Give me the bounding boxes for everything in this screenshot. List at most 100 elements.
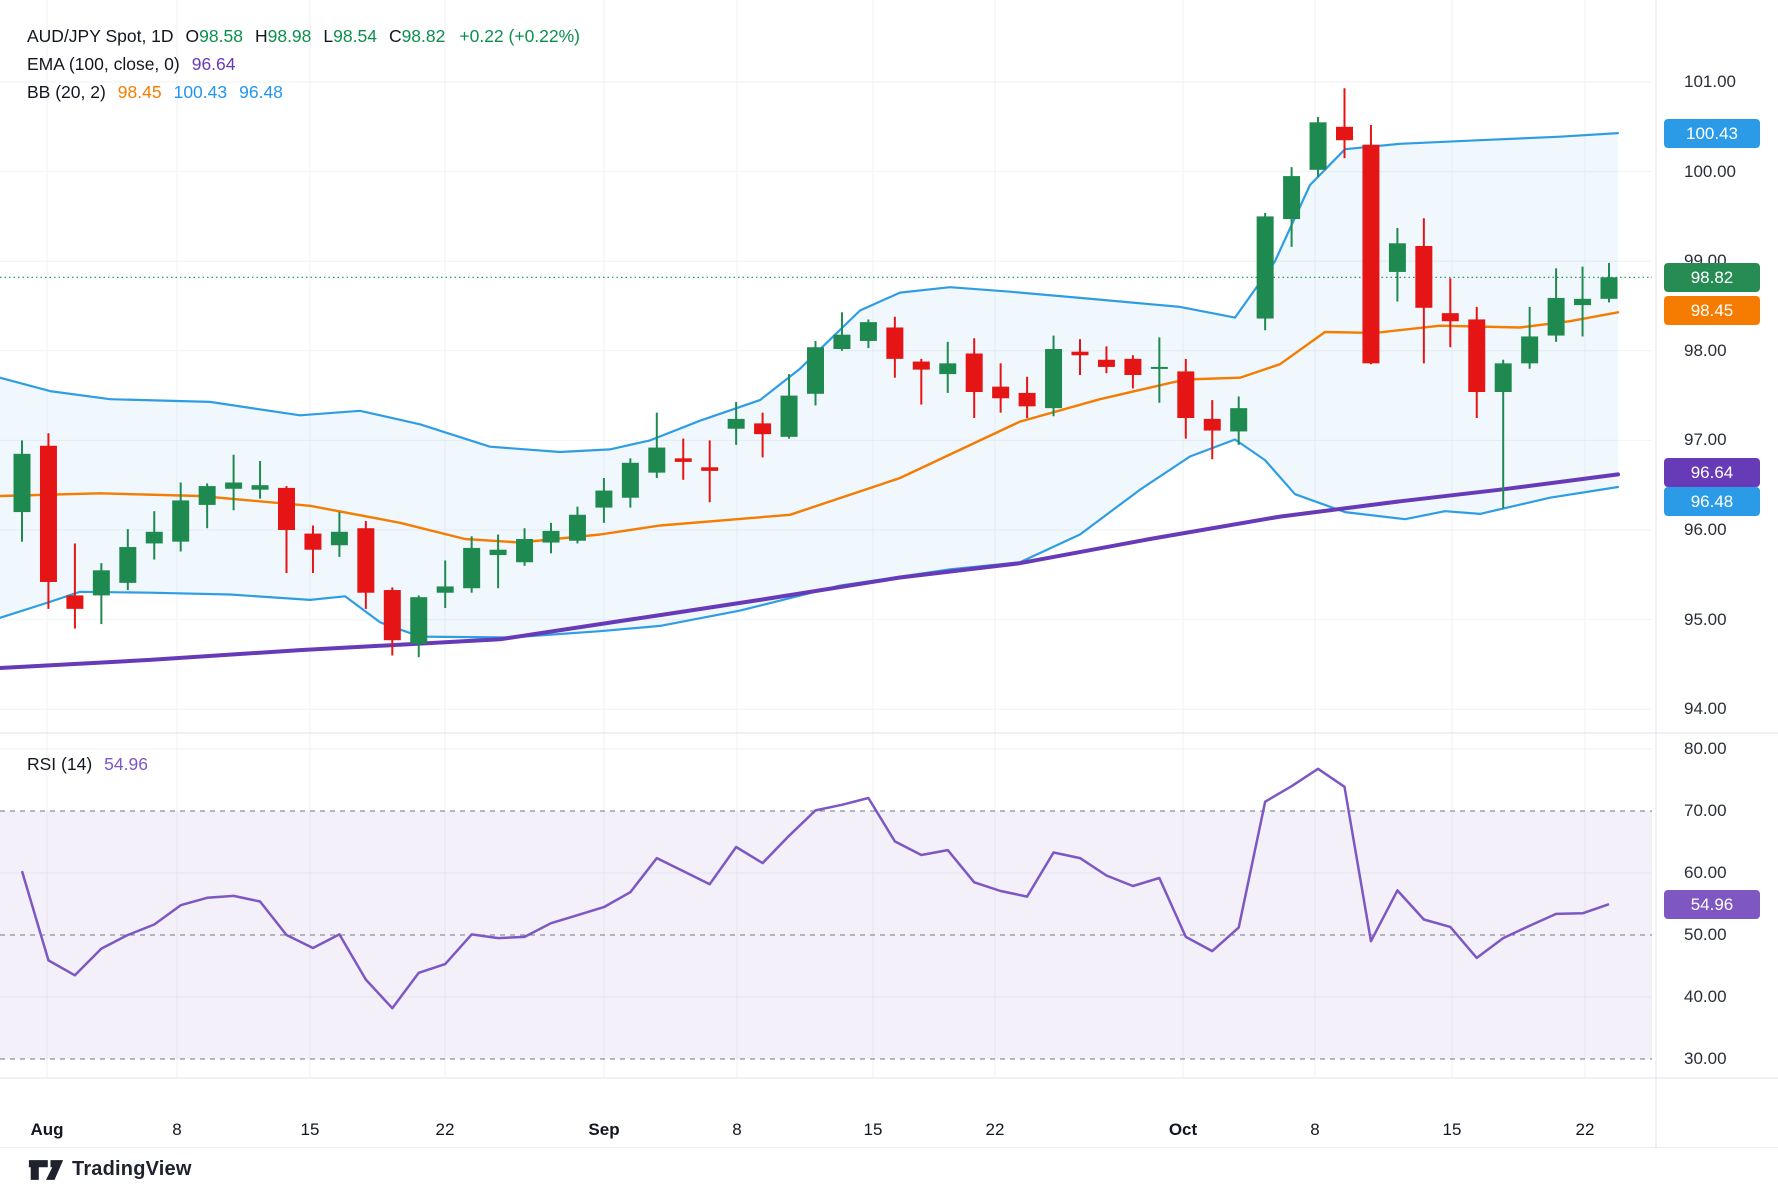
bb-value: 100.43 (173, 81, 228, 102)
ema-label: EMA (100, close, 0) (27, 53, 180, 74)
candle-up (1283, 176, 1301, 220)
candle-up (13, 453, 31, 513)
ohlc-item: C98.82 (388, 25, 446, 46)
candle-down (1468, 319, 1486, 393)
legend-symbol-row: AUD/JPY Spot, 1D O98.58 H98.98 L98.54 C98.8… (27, 22, 580, 50)
candle-down (1071, 351, 1089, 356)
time-axis-label: 22 (435, 1120, 455, 1139)
candle-up (1521, 336, 1539, 364)
candle-up (939, 363, 957, 375)
candle-down (1362, 144, 1380, 364)
candle-up (568, 514, 586, 541)
candle-up (172, 500, 190, 542)
candle-up (516, 538, 534, 563)
price-change: +0.22 (+0.22%) (459, 25, 581, 46)
candle-up (727, 418, 745, 429)
candle-down (383, 590, 401, 641)
rsi-label: RSI (14) (27, 753, 93, 774)
candle-down (886, 327, 904, 359)
legend-main: AUD/JPY Spot, 1D O98.58 H98.98 L98.54 C98.8… (27, 22, 580, 106)
ohlc-item: L98.54 (323, 25, 377, 46)
candle-down (39, 445, 57, 582)
candle-up (489, 549, 507, 556)
time-axis-label: Aug (30, 1120, 64, 1139)
candle-down (1203, 418, 1221, 431)
candle-down (278, 487, 295, 530)
price-axis-badge: 96.48 (1664, 487, 1760, 517)
rsi-value: 54.96 (104, 753, 148, 774)
time-axis[interactable] (0, 1078, 1656, 1148)
candle-up (145, 531, 163, 544)
rsi-axis-label: 30.00 (1684, 1049, 1727, 1068)
bb-value: 96.48 (239, 81, 283, 102)
candle-up (1230, 408, 1248, 432)
candle-up (436, 586, 454, 593)
candles (13, 88, 1618, 658)
candle-up (595, 490, 613, 508)
price-axis-label: 98.00 (1684, 340, 1727, 360)
candle-up (330, 531, 348, 546)
rsi-axis-label: 60.00 (1684, 863, 1727, 882)
candle-down (1097, 359, 1115, 367)
candle-down (357, 528, 375, 593)
candle-up (410, 597, 428, 644)
time-axis-label: 22 (1575, 1120, 1595, 1139)
candle-down (754, 423, 772, 435)
tradingview-logo-icon[interactable] (28, 1157, 64, 1183)
time-axis-label: Sep (588, 1120, 620, 1139)
candle-up (648, 447, 666, 473)
time-axis-label: 8 (172, 1120, 182, 1139)
price-axis-label: 100.00 (1684, 161, 1736, 181)
candle-up (780, 395, 798, 437)
candle-up (833, 334, 851, 350)
candle-up (1547, 297, 1565, 336)
bollinger-upper-line (0, 132, 1620, 454)
price-axis-badge: 98.45 (1664, 295, 1760, 325)
candle-down (1336, 126, 1353, 141)
legend-ema-row: EMA (100, close, 0) 96.64 (27, 50, 580, 78)
rsi-axis-badge: 54.96 (1664, 889, 1760, 919)
rsi-band-fill (0, 811, 1652, 1059)
price-axis-label: 96.00 (1684, 520, 1727, 539)
candle-up (92, 570, 110, 596)
candle-up (1600, 277, 1618, 299)
candle-up (1045, 349, 1063, 409)
candle-up (542, 530, 560, 543)
time-axis-label: 8 (1310, 1120, 1320, 1139)
price-axis-label: 95.00 (1684, 609, 1727, 629)
time-axis-label: 15 (863, 1120, 883, 1139)
bollinger-mid-line (0, 311, 1620, 544)
candle-down (965, 353, 983, 393)
attribution-bar: TradingView (0, 1148, 1778, 1191)
candle-up (621, 462, 639, 498)
candle-up (1309, 122, 1327, 170)
candle-up (251, 485, 269, 490)
time-axis-label: 15 (1442, 1120, 1462, 1139)
time-axis-label: 22 (985, 1120, 1005, 1139)
time-axis-label: 15 (300, 1120, 320, 1139)
rsi-axis-label: 70.00 (1684, 801, 1727, 820)
price-axis-badge: 98.82 (1664, 262, 1760, 292)
candle-up (1494, 363, 1512, 393)
candle-up (119, 547, 137, 583)
candle-up (1388, 243, 1406, 272)
tradingview-wordmark[interactable]: TradingView (72, 1158, 192, 1180)
legend-rsi-row: RSI (14) 54.96 (27, 750, 148, 778)
price-axis-badge: 100.43 (1664, 118, 1760, 148)
legend-bb-row: BB (20, 2) 98.45 100.43 96.48 (27, 78, 580, 106)
candle-down (992, 386, 1010, 399)
ohlc-item: H98.98 (254, 25, 312, 46)
price-axis-label: 94.00 (1684, 699, 1727, 719)
rsi-axis-label: 50.00 (1684, 925, 1727, 944)
ohlc-item: O98.58 (185, 25, 243, 46)
legend-rsi: RSI (14) 54.96 (27, 750, 148, 778)
candle-up (198, 486, 216, 505)
candle-down (66, 595, 84, 609)
candle-up (463, 547, 481, 589)
candle-up (1150, 366, 1168, 369)
candle-up (807, 347, 824, 394)
time-axis-label: Oct (1168, 1120, 1198, 1139)
candle-down (1415, 245, 1433, 308)
